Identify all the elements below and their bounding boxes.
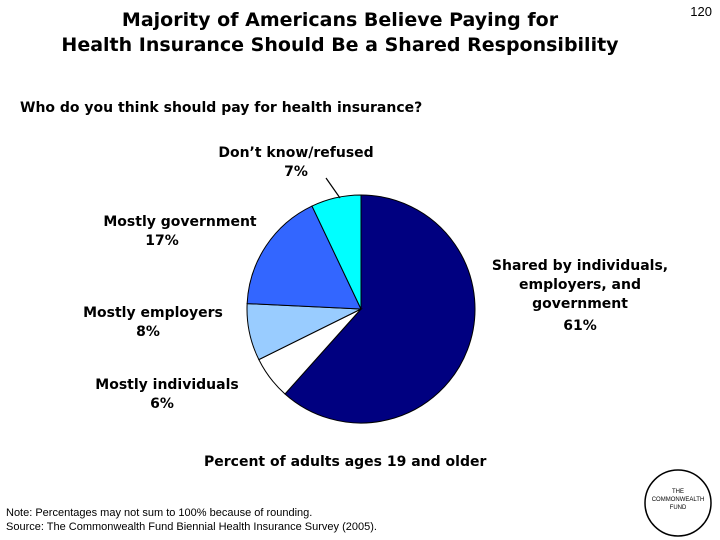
label-individuals-name: Mostly individuals xyxy=(95,377,239,393)
logo-line-1: THE xyxy=(672,489,684,495)
label-employers-name: Mostly employers xyxy=(83,305,223,321)
logo-line-3: FUND xyxy=(670,505,687,511)
label-mostly-employers: Mostly employers 8% xyxy=(72,304,234,342)
logo-line-2: COMMONWEALTH xyxy=(652,497,705,503)
label-dont-know: Don’t know/refused 7% xyxy=(208,144,384,182)
label-dont-know-value: 7% xyxy=(284,164,308,180)
pie-slices xyxy=(246,194,476,424)
label-mostly-government: Mostly government 17% xyxy=(92,213,268,251)
leader-line-dont-know xyxy=(325,177,341,199)
commonwealth-fund-logo: THE COMMONWEALTH FUND xyxy=(644,469,712,537)
survey-question: Who do you think should pay for health i… xyxy=(20,100,423,116)
label-dont-know-name: Don’t know/refused xyxy=(218,145,374,161)
label-shared: Shared by individuals, employers, and go… xyxy=(480,257,680,336)
label-government-name: Mostly government xyxy=(103,214,257,230)
title-line-2: Health Insurance Should Be a Shared Resp… xyxy=(61,34,619,56)
label-mostly-individuals: Mostly individuals 6% xyxy=(84,376,250,414)
label-shared-name: Shared by individuals, employers, and go… xyxy=(491,258,669,312)
pie-slice-don-t-know-refused xyxy=(311,194,362,310)
label-shared-value: 61% xyxy=(563,318,597,334)
footnotes: Note: Percentages may not sum to 100% be… xyxy=(6,506,377,534)
chart-title: Majority of Americans Believe Paying for… xyxy=(40,8,640,58)
label-individuals-value: 6% xyxy=(150,396,174,412)
label-employers-value: 8% xyxy=(136,324,160,340)
pie-slice-mostly-government xyxy=(246,205,362,310)
source-text: Source: The Commonwealth Fund Biennial H… xyxy=(6,521,377,533)
page-number: 120 xyxy=(690,4,712,19)
chart-subtitle: Percent of adults ages 19 and older xyxy=(204,454,487,470)
title-line-1: Majority of Americans Believe Paying for xyxy=(121,9,559,31)
label-government-value: 17% xyxy=(145,233,179,249)
pie-slice-shared-by-individuals-employers-and-government xyxy=(284,194,476,424)
note-text: Note: Percentages may not sum to 100% be… xyxy=(6,507,313,519)
